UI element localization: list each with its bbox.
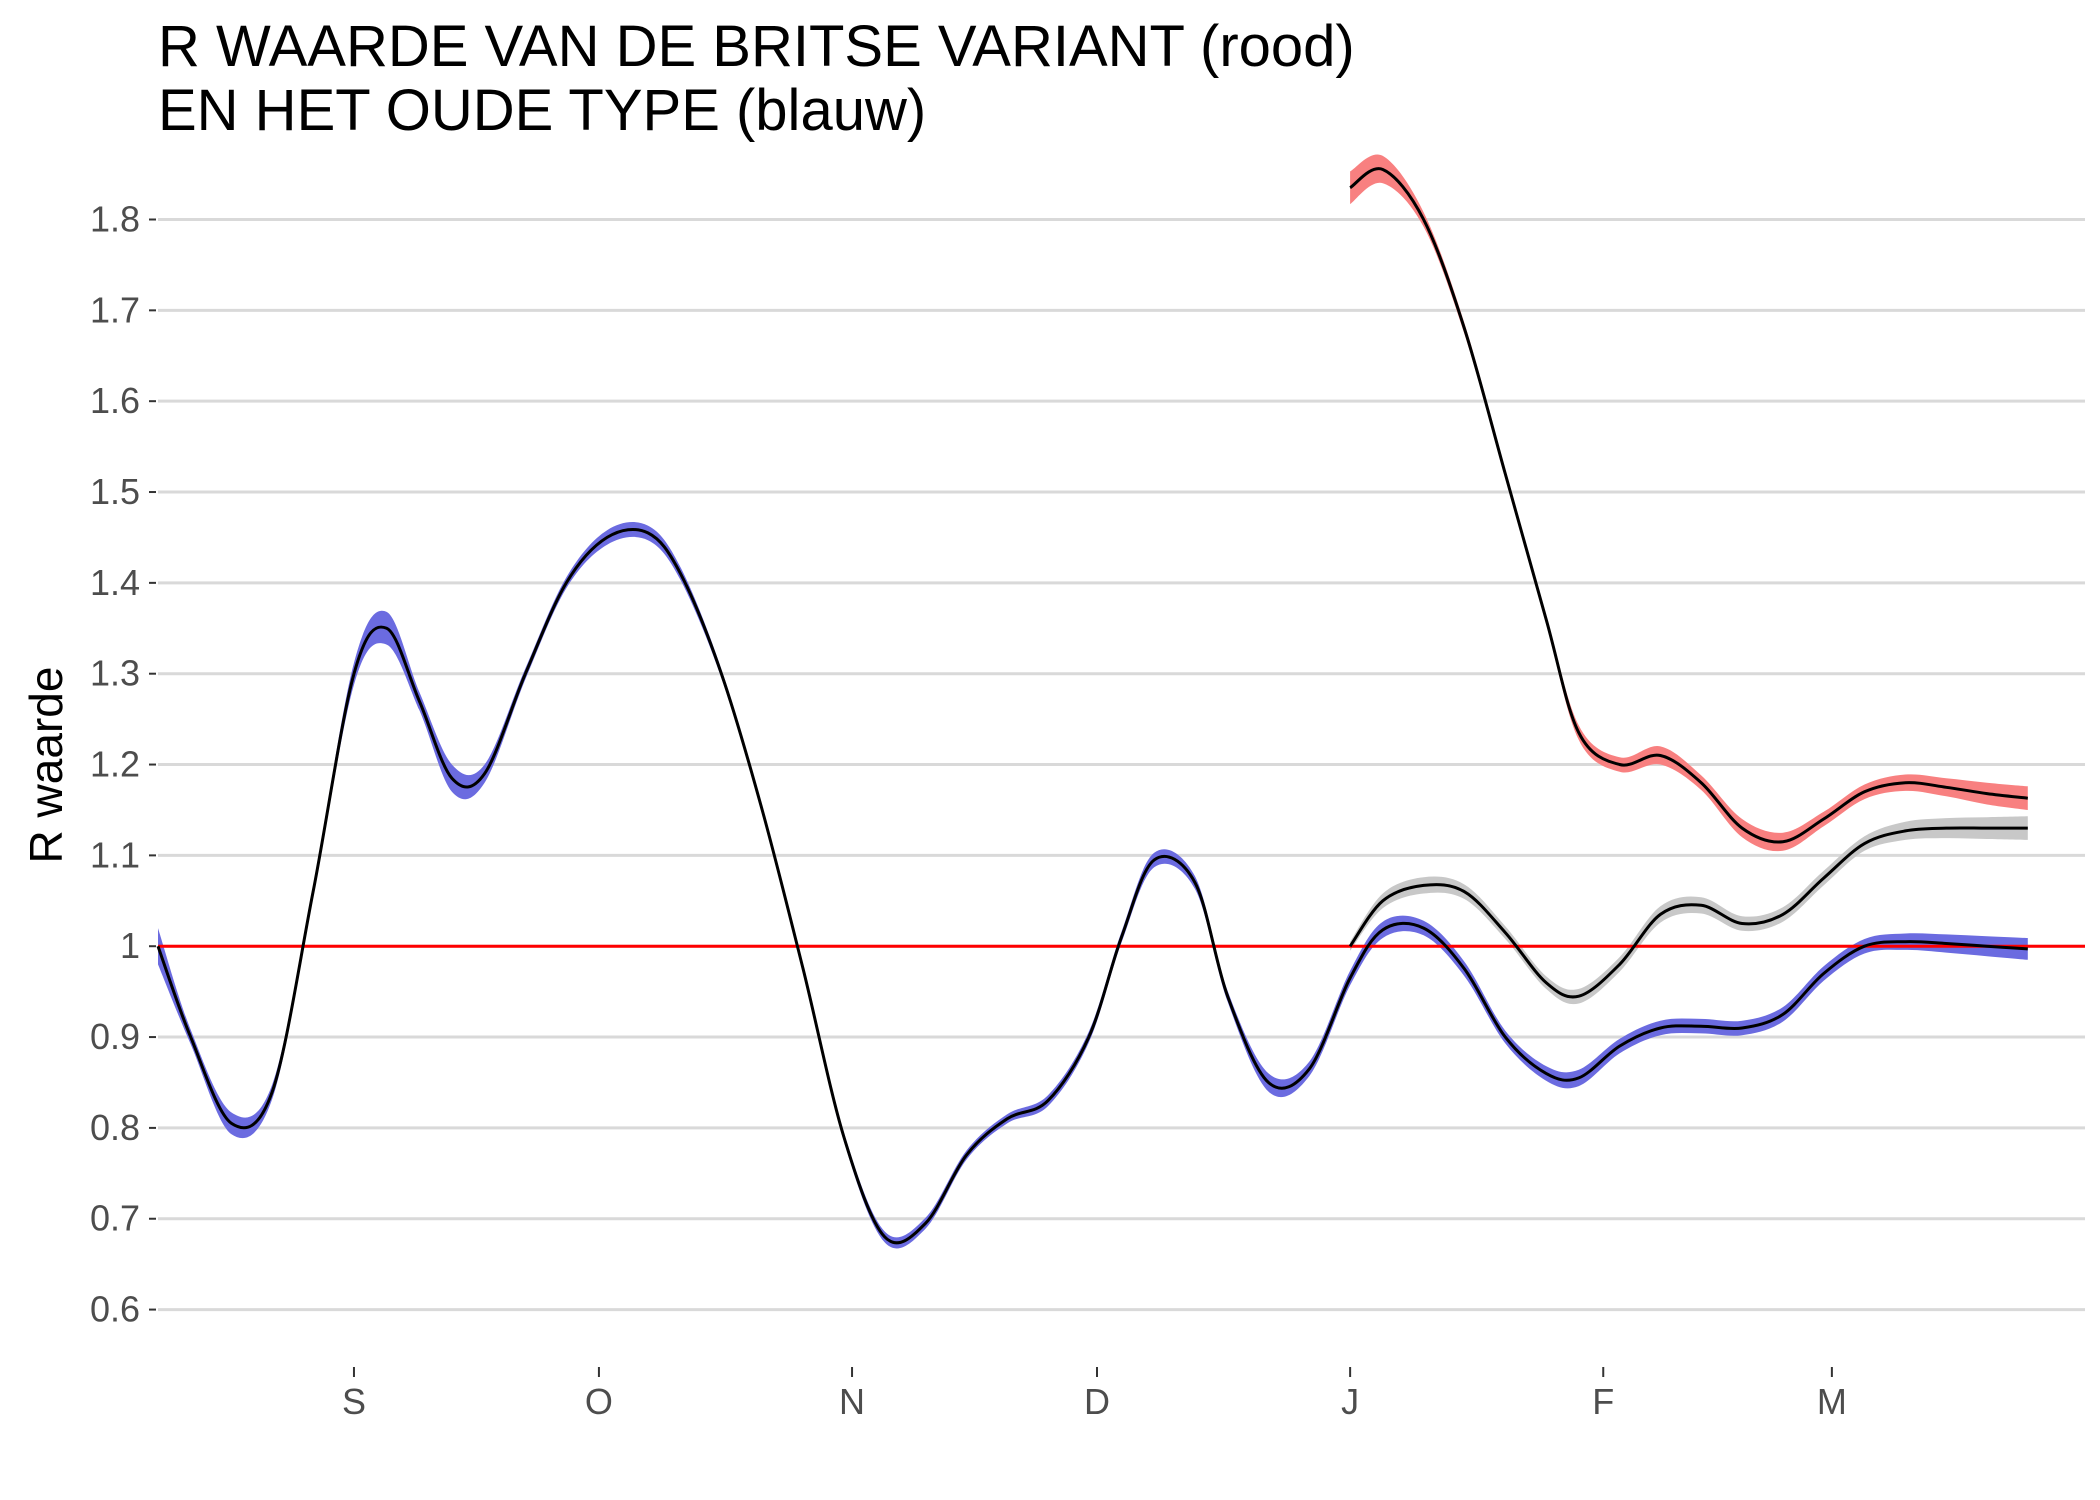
y-axis: 0.6 0.7 0.8 0.9 1 1.1 1.2 1.3 1.4 1.5 1.6 1.7 1.8 xyxy=(90,199,156,1330)
y-tick-label: 1.7 xyxy=(90,289,140,330)
series-0-ribbon xyxy=(1350,154,2028,852)
x-tick-label: S xyxy=(342,1381,366,1422)
x-tick-label: O xyxy=(585,1381,613,1422)
x-tick-label: D xyxy=(1084,1381,1110,1422)
y-tick-label: 1 xyxy=(120,925,140,966)
series-0-line xyxy=(1349,167,2028,844)
y-tick-label: 1.5 xyxy=(90,471,140,512)
y-tick-label: 1.6 xyxy=(90,380,140,421)
x-tick-label: J xyxy=(1341,1381,1359,1422)
series-1-line xyxy=(1348,826,2028,999)
chart-title-line-1: R WAARDE VAN DE BRITSE VARIANT (rood) xyxy=(158,14,1355,79)
series-1-ribbon xyxy=(1350,816,2028,1005)
x-tick-label: M xyxy=(1817,1381,1847,1422)
y-tick-label: 1.2 xyxy=(90,744,140,785)
y-tick-label: 0.9 xyxy=(90,1016,140,1057)
y-tick-label: 1.4 xyxy=(90,562,140,603)
y-tick-label: 1.3 xyxy=(90,653,140,694)
y-axis-title: R waarde xyxy=(20,667,72,864)
y-tick-label: 0.7 xyxy=(90,1198,140,1239)
x-tick-label: N xyxy=(839,1381,865,1422)
chart-title: R WAARDE VAN DE BRITSE VARIANT (rood) EN… xyxy=(158,14,1355,143)
x-tick-label: F xyxy=(1592,1381,1614,1422)
chart-title-line-2: EN HET OUDE TYPE (blauw) xyxy=(158,78,926,143)
confidence-ribbons xyxy=(158,154,2028,1249)
series-lines xyxy=(156,167,2028,1245)
y-tick-label: 0.8 xyxy=(90,1107,140,1148)
y-tick-label: 1.8 xyxy=(90,199,140,240)
y-tick-label: 0.6 xyxy=(90,1289,140,1330)
y-tick-label: 1.1 xyxy=(90,834,140,875)
series-2-line xyxy=(156,527,2028,1245)
